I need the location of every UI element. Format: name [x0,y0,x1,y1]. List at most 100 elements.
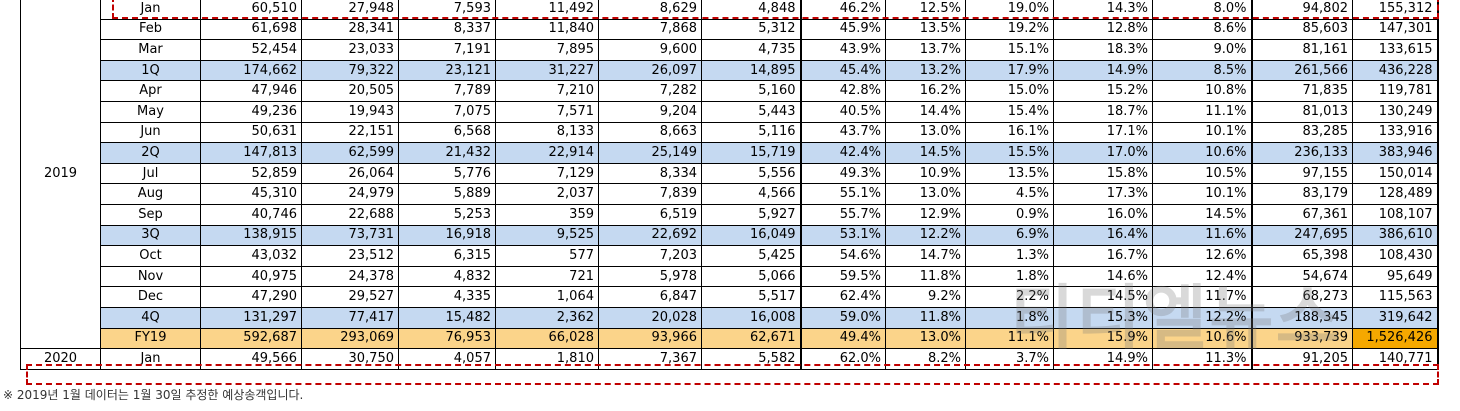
table-cell: 16.4% [1053,224,1153,247]
table-cell: 49,566 [200,348,302,370]
table-cell: 174,662 [200,59,302,82]
table-cell: 15.5% [965,142,1054,164]
table-cell: 4.5% [965,183,1054,205]
table-cell: 8,629 [598,0,702,20]
table-cell: 15.8% [1053,162,1153,185]
table-cell: 16.0% [1053,203,1153,226]
table-cell: 43.9% [799,39,886,61]
table-cell: 83,285 [1250,121,1353,144]
table-cell: 383,946 [1352,142,1439,164]
period-label: 3Q [100,224,201,247]
table-cell: 79,322 [301,59,399,82]
table-cell: 17.9% [965,59,1054,82]
table-cell: 10.1% [1152,121,1252,144]
table-cell: 50,631 [200,121,302,144]
table-cell: 62.4% [799,286,886,308]
table-cell: 46.2% [799,0,886,20]
table-row: Jun 50,631 22,151 6,568 8,133 8,663 5,116 43.7%… [21,121,1439,144]
table-cell: 119,781 [1352,80,1439,102]
table-cell: 17.3% [1053,183,1153,205]
table-cell: 22,151 [301,121,399,144]
table-cell: 15.0% [965,80,1054,102]
table-cell: 22,914 [495,142,599,164]
table-row: Feb 61,698 28,341 8,337 11,840 7,868 5,312 45.9… [21,18,1439,41]
table-cell: 59.5% [799,265,886,288]
table-cell: 1,064 [495,286,599,308]
year-cell: 2020 [20,348,101,370]
table-cell: 61,698 [200,18,302,41]
table-cell: 10.5% [1152,162,1252,185]
table-cell: 6.9% [965,224,1054,247]
table-row: 1Q 174,662 79,322 23,121 31,227 26,097 14,895 4… [21,59,1439,82]
table-cell: 62.0% [799,348,886,370]
table-cell: 14.4% [885,100,966,123]
table-cell: 261,566 [1250,59,1353,82]
table-cell: 55.7% [799,203,886,226]
period-label: FY19 [100,327,201,350]
table-cell: 108,430 [1352,245,1439,267]
period-label: Feb [100,18,201,41]
table-cell: 62,599 [301,142,399,164]
table-cell: 14.7% [885,245,966,267]
table-cell: 11.7% [1152,286,1252,308]
table-cell: 7,839 [598,183,702,205]
table-cell: 5,066 [701,265,801,288]
table-cell: 8.5% [1152,59,1252,82]
period-label: Jun [100,121,201,144]
table-cell: 293,069 [301,327,399,350]
period-label: Sep [100,203,201,226]
table-cell: 5,160 [701,80,801,102]
table-cell: 359 [495,203,599,226]
table-cell: 16,049 [701,224,801,247]
table-cell: 13.0% [885,183,966,205]
table-cell: 17.1% [1053,121,1153,144]
table-cell: 24,979 [301,183,399,205]
table-cell: 23,033 [301,39,399,61]
table-cell: 9,600 [598,39,702,61]
table-row: 2019 Jan 60,510 27,948 7,593 11,492 8,629 4,848… [20,0,1439,350]
table-cell: 40.5% [799,100,886,123]
table-cell: 7,191 [398,39,496,61]
period-label: 4Q [100,306,201,329]
table-cell: 54.6% [799,245,886,267]
table-cell: 10.9% [885,162,966,185]
table-cell: 18.7% [1053,100,1153,123]
table-cell: 386,610 [1352,224,1439,247]
table-cell: 8,133 [495,121,599,144]
table-cell: 66,028 [495,327,599,350]
table-cell: 16.2% [885,80,966,102]
period-label: Aug [100,183,201,205]
table-cell: 12.9% [885,203,966,226]
table-cell: 26,064 [301,162,399,185]
year-cell: 2019 [20,0,101,350]
table-cell: 17.0% [1053,142,1153,164]
table-cell: 8.0% [1152,0,1252,20]
table-cell: 6,315 [398,245,496,267]
table-cell: 1,526,426 [1352,327,1439,350]
table-cell: 12.2% [885,224,966,247]
data-table: 2019 Jan 60,510 27,948 7,593 11,492 8,629 4,848… [20,0,1439,370]
table-row: FY19 592,687 293,069 76,953 66,028 93,966 62,6… [21,327,1439,350]
table-cell: 11,492 [495,0,599,20]
table-cell: 8,663 [598,121,702,144]
table-cell: 24,378 [301,265,399,288]
table-row: Jul 52,859 26,064 5,776 7,129 8,334 5,556 49.3%… [21,162,1439,185]
table-cell: 7,367 [598,348,702,370]
table-cell: 77,417 [301,306,399,329]
table-row: 2Q 147,813 62,599 21,432 22,914 25,149 15,719 4… [21,142,1439,164]
table-cell: 49,236 [200,100,302,123]
table-cell: 43.7% [799,121,886,144]
table-cell: 12.2% [1152,306,1252,329]
table-cell: 7,789 [398,80,496,102]
table-cell: 16.1% [965,121,1054,144]
table-cell: 8,337 [398,18,496,41]
table-cell: 45.4% [799,59,886,82]
table-cell: 13.0% [885,327,966,350]
table-cell: 236,133 [1250,142,1353,164]
table-cell: 42.8% [799,80,886,102]
table-row: Mar 52,454 23,033 7,191 7,895 9,600 4,735 43.9%… [21,39,1439,61]
table-cell: 22,688 [301,203,399,226]
table-row: 3Q 138,915 73,731 16,918 9,525 22,692 16,049 53… [21,224,1439,247]
watermark: 티티엘뉴스 [1010,277,1342,359]
table-row: May 49,236 19,943 7,075 7,571 9,204 5,443 40.5%… [21,100,1439,123]
